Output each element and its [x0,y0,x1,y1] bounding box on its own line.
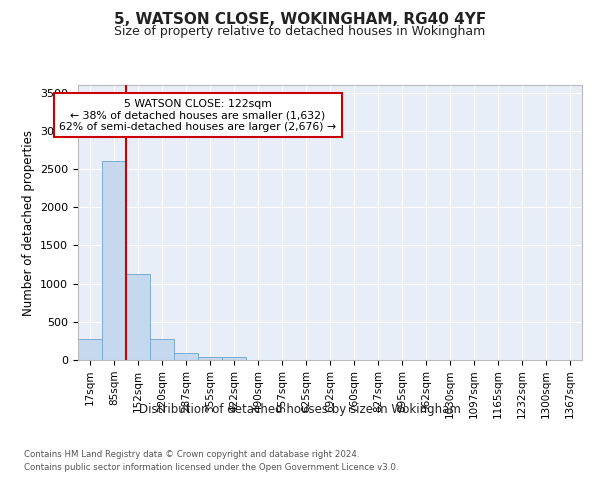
Bar [102,162,126,360]
Bar [222,358,246,360]
Bar [150,338,174,360]
Text: 5, WATSON CLOSE, WOKINGHAM, RG40 4YF: 5, WATSON CLOSE, WOKINGHAM, RG40 4YF [114,12,486,28]
Bar [78,340,102,360]
Bar [174,353,198,360]
Text: Contains public sector information licensed under the Open Government Licence v3: Contains public sector information licen… [24,462,398,471]
Bar [126,274,150,360]
Bar [198,356,222,360]
Text: 5 WATSON CLOSE: 122sqm
← 38% of detached houses are smaller (1,632)
62% of semi-: 5 WATSON CLOSE: 122sqm ← 38% of detached… [59,98,337,132]
Y-axis label: Number of detached properties: Number of detached properties [22,130,35,316]
Text: Distribution of detached houses by size in Wokingham: Distribution of detached houses by size … [139,402,461,415]
Text: Contains HM Land Registry data © Crown copyright and database right 2024.: Contains HM Land Registry data © Crown c… [24,450,359,459]
Text: Size of property relative to detached houses in Wokingham: Size of property relative to detached ho… [115,25,485,38]
